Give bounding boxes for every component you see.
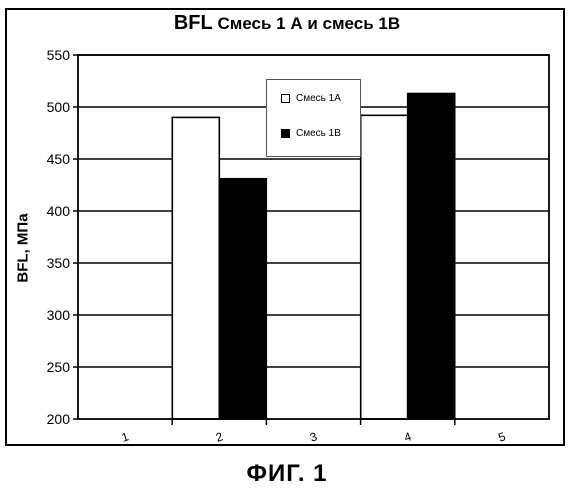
legend-swatch-series2 [281, 129, 290, 138]
legend-label-series2: Смесь 1В [296, 128, 341, 139]
x-tick-label: 2 [214, 429, 225, 444]
figure-caption: ФИГ. 1 [0, 460, 574, 488]
bar-2-cat-4 [408, 93, 455, 419]
x-tick-label: 3 [308, 429, 319, 444]
y-tick-label: 400 [47, 203, 71, 219]
bar-2-cat-2 [219, 179, 266, 419]
y-tick-label: 350 [47, 255, 71, 271]
bar-1-cat-4 [361, 115, 408, 419]
y-tick-label: 500 [47, 99, 71, 115]
legend-item-series1: Смесь 1А [281, 93, 341, 104]
y-axis-label: BFL, МПа [15, 213, 32, 282]
y-tick-label: 200 [47, 411, 71, 427]
legend: Смесь 1А Смесь 1В [266, 79, 361, 157]
legend-item-series2: Смесь 1В [281, 128, 341, 139]
x-tick-label: 5 [497, 429, 508, 444]
x-tick-label: 4 [402, 429, 413, 444]
y-tick-label: 300 [47, 307, 71, 323]
legend-swatch-series1 [281, 94, 290, 103]
x-tick-label: 1 [120, 429, 131, 444]
y-tick-label: 450 [47, 151, 71, 167]
bar-1-cat-2 [172, 117, 219, 419]
y-tick-label: 250 [47, 359, 71, 375]
legend-label-series1: Смесь 1А [296, 93, 341, 104]
y-tick-label: 550 [47, 47, 71, 63]
